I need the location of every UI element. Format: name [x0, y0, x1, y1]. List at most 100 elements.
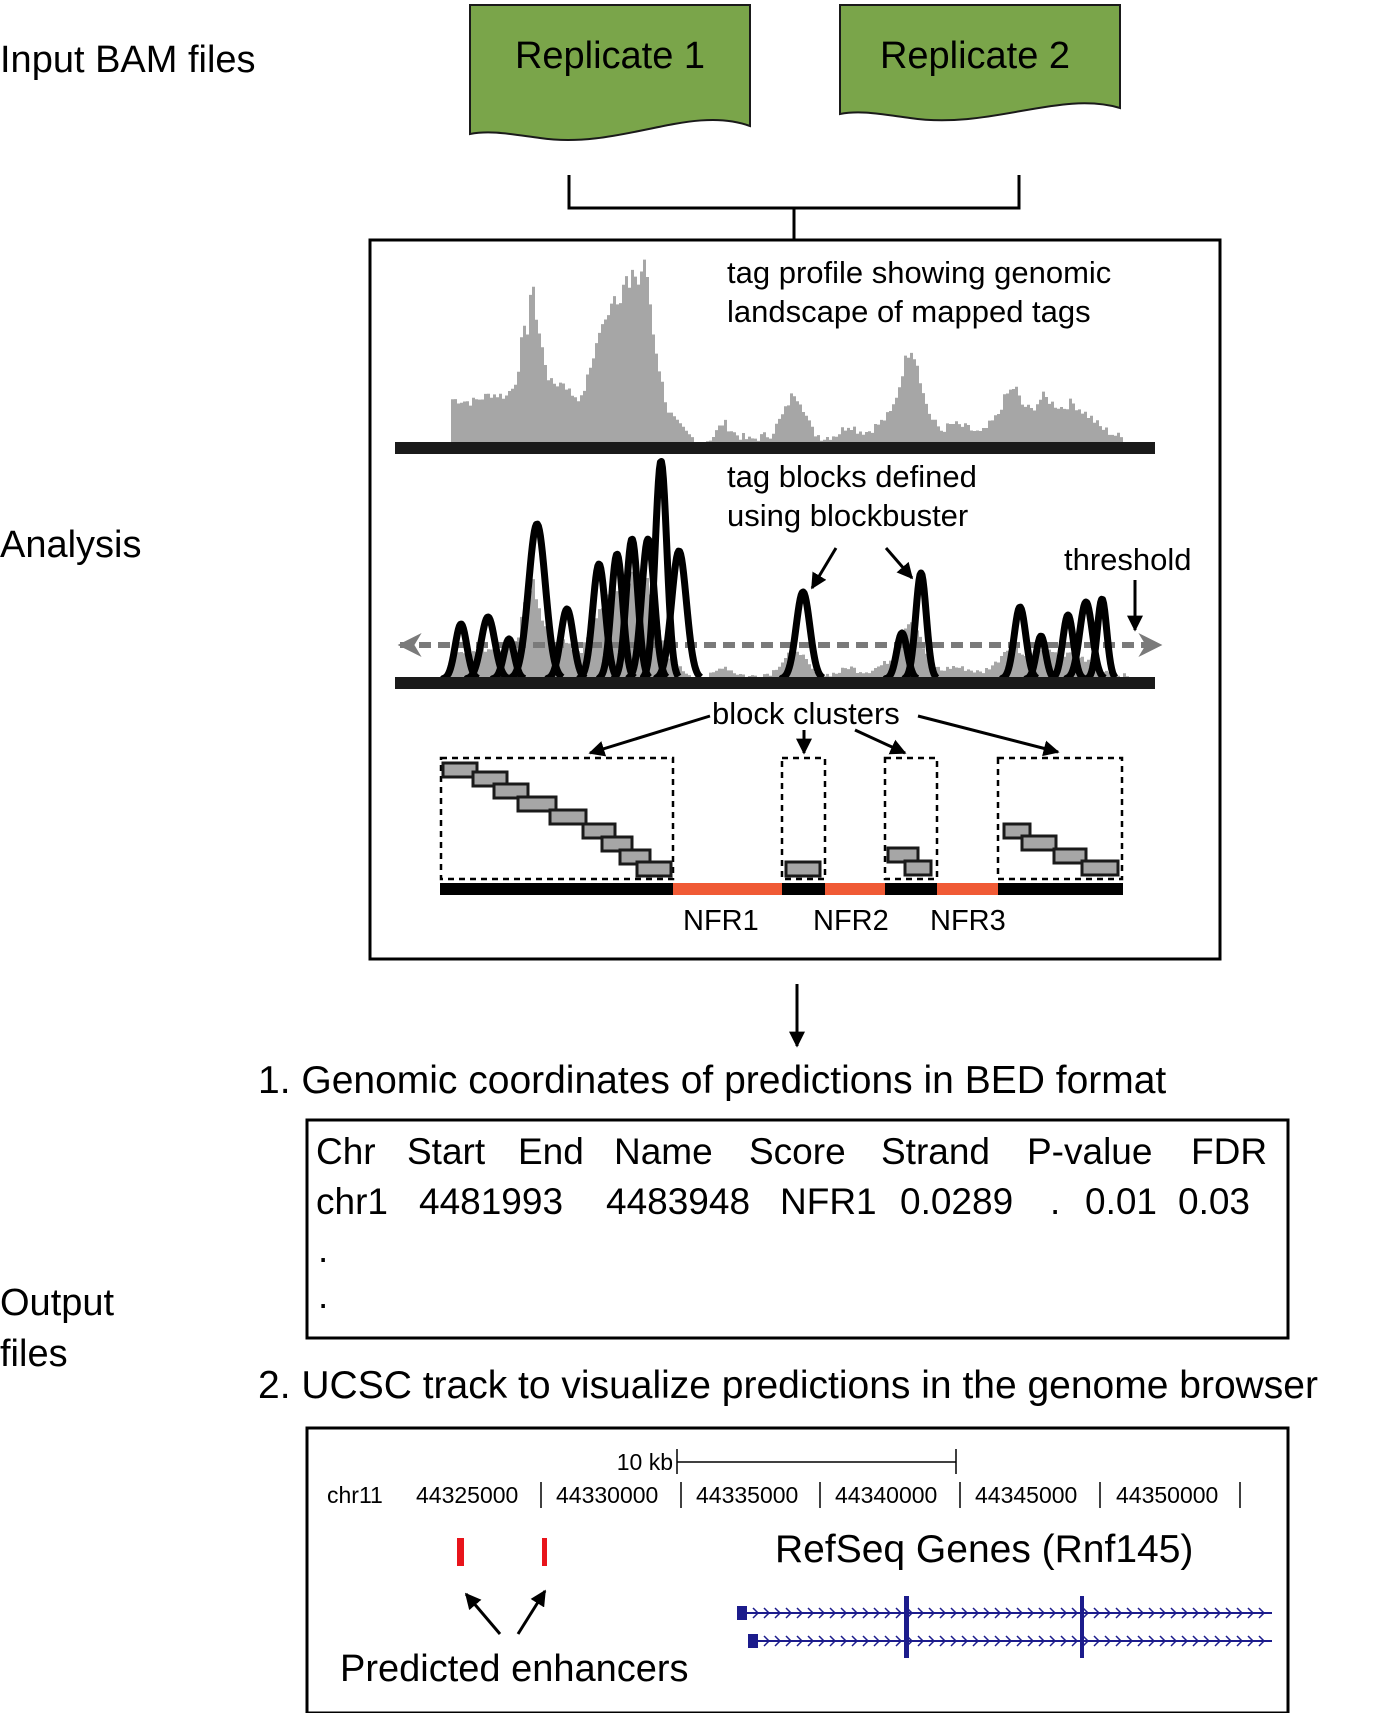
chromosome-name: chr11 — [327, 1482, 383, 1508]
gene-strand-arrows — [752, 1607, 1266, 1619]
bed-col-score: Score — [749, 1131, 846, 1172]
tag-block — [600, 835, 634, 853]
bed-cell-end: 4483948 — [606, 1181, 750, 1222]
bed-col-chr: Chr — [316, 1131, 376, 1172]
profile-label-line2: landscape of mapped tags — [727, 294, 1091, 329]
blocks-label-line1: tag blocks defined — [727, 459, 977, 494]
tag-block — [635, 860, 673, 878]
bed-header-row: Chr Start End Name Score Strand P-value … — [316, 1131, 1267, 1172]
nfr1-segment — [673, 883, 782, 895]
bed-continuation-dot: . — [318, 1275, 328, 1316]
bed-cell-name: NFR1 — [780, 1181, 877, 1222]
tag-block-peaks — [439, 458, 1119, 683]
bed-col-start: Start — [407, 1131, 486, 1172]
tag-block — [1080, 859, 1120, 877]
tag-block-peak — [882, 629, 921, 682]
replicate-2-document: Replicate 2 — [839, 4, 1121, 122]
nfr3-label: NFR3 — [930, 905, 1006, 937]
position-label: 44335000 — [696, 1482, 798, 1508]
bed-cell-chr: chr1 — [316, 1181, 388, 1222]
scale-label: 10 kb — [617, 1449, 673, 1475]
block-arrow-left — [810, 547, 838, 590]
replicate-1-document: Replicate 1 — [469, 4, 751, 142]
bed-cell-fdr: 0.03 — [1178, 1181, 1250, 1222]
output-section-label-line1: Output — [0, 1282, 115, 1324]
predicted-enhancer-mark — [542, 1538, 547, 1566]
cluster-arrow-1 — [588, 714, 711, 757]
cluster-arrow-4 — [917, 714, 1060, 757]
position-label: 44340000 — [835, 1482, 937, 1508]
predicted-enhancers-label: Predicted enhancers — [340, 1648, 689, 1690]
tag-profile — [448, 259, 1135, 444]
tag-block-peak — [901, 569, 940, 682]
tag-block-peak — [507, 520, 565, 681]
ucsc-track-box — [305, 1426, 1290, 1713]
bed-col-name: Name — [614, 1131, 713, 1172]
nfr2-segment — [825, 883, 885, 895]
blocks-baseline — [395, 677, 1155, 689]
tag-block — [886, 846, 920, 864]
bed-cell-score: 0.0289 — [900, 1181, 1013, 1222]
ucsc-output-heading: 2. UCSC track to visualize predictions i… — [258, 1364, 1318, 1407]
tag-block — [581, 822, 617, 840]
block-clusters-label: block clusters — [712, 696, 900, 731]
bed-cell-pvalue: 0.01 — [1085, 1181, 1157, 1222]
blocks-label-line2: using blockbuster — [727, 498, 968, 533]
merge-bracket — [567, 175, 1021, 240]
position-label: 44350000 — [1116, 1482, 1218, 1508]
block-cluster-box-1 — [439, 756, 675, 881]
tag-block — [441, 761, 479, 779]
bed-col-pvalue: P-value — [1027, 1131, 1152, 1172]
tag-block — [1052, 847, 1088, 865]
bed-data-row: chr1 4481993 4483948 NFR1 0.0289 . 0.01 … — [316, 1181, 1250, 1222]
bed-continuation-dot: . — [318, 1229, 328, 1270]
tag-block-peak — [1048, 611, 1087, 682]
tag-block — [548, 808, 588, 826]
gene-exon — [1080, 1596, 1084, 1658]
analysis-panel — [368, 238, 1222, 961]
nfr3-segment — [937, 883, 998, 895]
bed-output-box — [305, 1118, 1290, 1340]
block-cluster-box-4 — [996, 756, 1124, 881]
position-label: 44325000 — [416, 1482, 518, 1508]
threshold-label: threshold — [1064, 542, 1192, 577]
gene-strand-arrows — [763, 1635, 1266, 1647]
cluster-arrow-3 — [854, 728, 907, 755]
block-cluster-box-3 — [883, 756, 939, 881]
tag-block-peak — [625, 535, 670, 682]
replicate-1-label: Replicate 1 — [515, 35, 705, 77]
analysis-section-label: Analysis — [0, 524, 142, 566]
bed-cell-start: 4481993 — [419, 1181, 563, 1222]
profile-baseline — [395, 442, 1155, 454]
tag-block — [903, 859, 933, 877]
enhancer-arrow-right — [516, 1589, 547, 1635]
nfr1-label: NFR1 — [683, 905, 759, 937]
refseq-gene-tracks — [737, 1596, 1272, 1658]
bed-col-fdr: FDR — [1191, 1131, 1267, 1172]
profile-label-line1: tag profile showing genomic — [727, 255, 1111, 290]
tag-block-peak — [544, 605, 589, 682]
gene-exon — [904, 1596, 909, 1658]
tag-block-peak — [1063, 598, 1108, 682]
tag-block-peak — [653, 547, 704, 682]
position-label: 44330000 — [556, 1482, 658, 1508]
enhancer-arrow-left — [464, 1592, 502, 1635]
refseq-genes-label: RefSeq Genes (Rnf145) — [775, 1528, 1193, 1571]
bed-col-strand: Strand — [881, 1131, 990, 1172]
nfr2-label: NFR2 — [813, 905, 889, 937]
tag-block-peak — [576, 560, 621, 682]
tag-block — [516, 795, 558, 813]
gene-exon — [748, 1634, 758, 1648]
tag-block — [1020, 834, 1058, 852]
block-arrow-right — [884, 547, 914, 580]
tag-block-peak — [489, 635, 528, 683]
block-cluster-box-2 — [780, 756, 827, 881]
scale-bar — [676, 1449, 957, 1474]
tag-block-peak — [1023, 632, 1058, 683]
bed-output-heading: 1. Genomic coordinates of predictions in… — [258, 1059, 1166, 1102]
predicted-enhancer-mark — [457, 1538, 464, 1566]
tag-block — [784, 860, 822, 878]
bed-col-end: End — [518, 1131, 584, 1172]
bed-cell-strand: . — [1050, 1181, 1060, 1222]
